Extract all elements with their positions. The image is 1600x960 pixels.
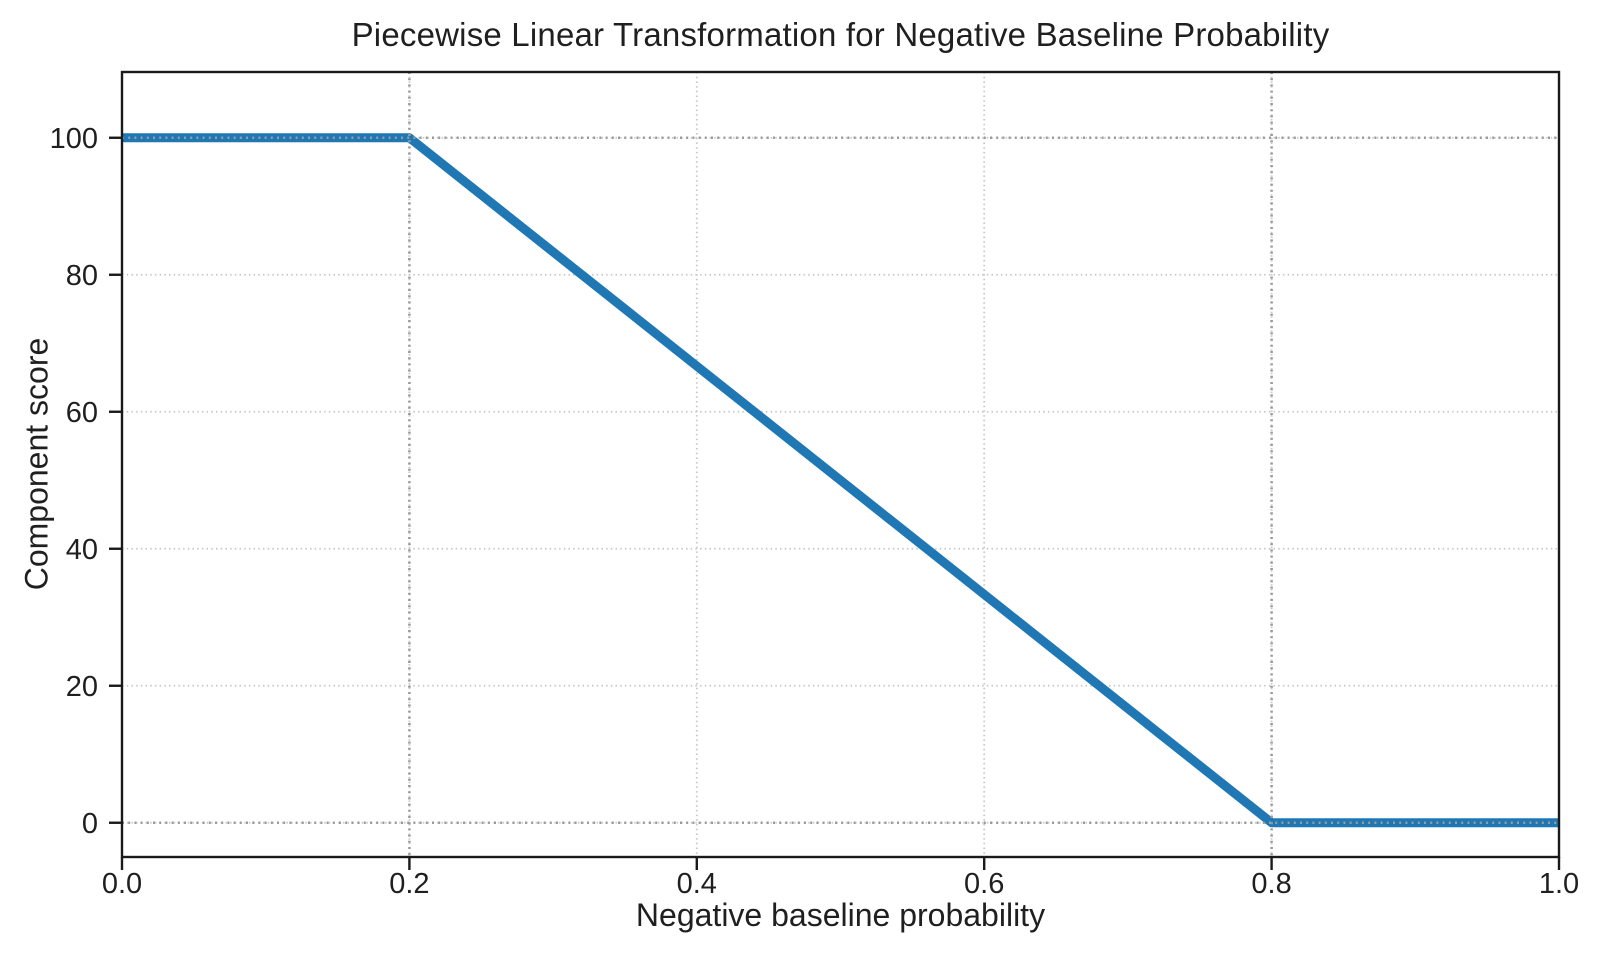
x-tick-label: 0.4 — [677, 868, 717, 900]
x-tick-label: 0.6 — [964, 868, 1004, 900]
x-axis-label: Negative baseline probability — [635, 897, 1046, 933]
y-tick-label: 40 — [66, 534, 98, 566]
chart-title: Piecewise Linear Transformation for Nega… — [351, 16, 1330, 53]
x-tick-label: 0.8 — [1251, 868, 1291, 900]
y-tick-label: 0 — [82, 808, 98, 840]
y-tick-label: 80 — [66, 260, 98, 292]
series-line — [122, 133, 1559, 828]
x-tick-label: 1.0 — [1539, 868, 1579, 900]
reference-lines — [122, 72, 1559, 857]
y-tick-label: 100 — [50, 123, 98, 155]
y-tick-label: 60 — [66, 397, 98, 429]
tick-labels: 0.0 0.2 0.4 0.6 0.8 1.0 0 20 40 60 80 100 — [50, 123, 1580, 900]
x-tick-label: 0.0 — [102, 868, 142, 900]
gridlines — [121, 72, 1560, 857]
axes-spines — [120, 70, 1561, 859]
y-tick-label: 20 — [66, 671, 98, 703]
axes-spines-and-ticks — [109, 70, 1561, 870]
data-series — [122, 133, 1559, 828]
x-tick-label: 0.2 — [389, 868, 429, 900]
